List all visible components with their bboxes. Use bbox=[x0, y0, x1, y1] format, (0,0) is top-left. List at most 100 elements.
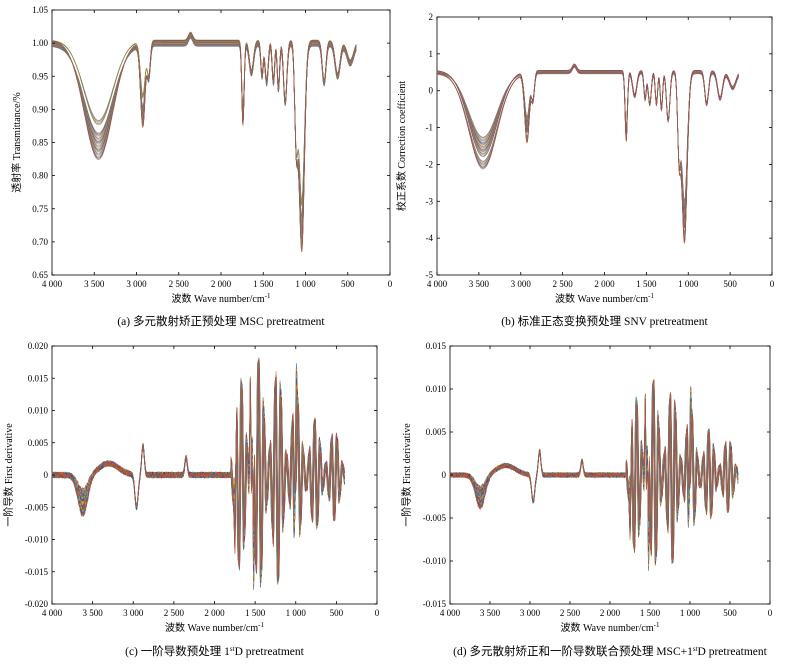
series-line-b-11 bbox=[436, 64, 739, 217]
x-tick-label-c-7: 500 bbox=[330, 608, 344, 618]
y-tick-label-b-5: 0 bbox=[429, 86, 434, 96]
x-axis-label-b: 波数 Wave number/cm-1 bbox=[555, 292, 654, 305]
series-line-b-13 bbox=[437, 64, 739, 219]
x-tick-label-c-2: 3 000 bbox=[123, 608, 144, 618]
series-line-a-10 bbox=[52, 36, 357, 223]
series-line-b-2 bbox=[436, 66, 739, 204]
series-line-d-29 bbox=[449, 379, 739, 561]
x-tick-label-a-6: 1 000 bbox=[295, 279, 316, 289]
x-tick-label-d-3: 2 500 bbox=[560, 608, 581, 618]
x-tick-label-d-0: 4 000 bbox=[440, 608, 461, 618]
x-tick-label-b-0: 4 000 bbox=[427, 279, 448, 289]
x-tick-label-b-8: 0 bbox=[770, 279, 775, 289]
y-tick-label-b-3: -2 bbox=[426, 159, 434, 169]
y-tick-label-c-2: -0.010 bbox=[25, 535, 49, 545]
x-axis-label-sup-b: -1 bbox=[648, 292, 654, 300]
x-tick-label-a-0: 4 000 bbox=[42, 279, 63, 289]
panel-a: 4 000 3 500 3 000 2 500 2 000 1 500 1 000 500 0 0… bbox=[10, 5, 393, 328]
series-line-a-3 bbox=[51, 31, 357, 205]
panel-caption-post-d: D pretreatment bbox=[698, 646, 768, 658]
x-axis-label-d: 波数 Wave number/cm-1 bbox=[561, 621, 660, 634]
panel-b: 4 000 3 500 3 000 2 500 2 000 1 500 1 000 500 0 -… bbox=[395, 12, 775, 328]
y-tick-label-c-0: -0.020 bbox=[25, 599, 49, 609]
x-tick-label-d-6: 1 000 bbox=[680, 608, 701, 618]
panel-caption-post-c: D pretreatment bbox=[235, 646, 305, 658]
x-tick-label-a-2: 3 000 bbox=[126, 279, 147, 289]
series-line-b-16 bbox=[437, 64, 739, 223]
y-tick-label-b-4: -1 bbox=[426, 123, 434, 133]
series-line-a-5 bbox=[52, 38, 357, 215]
y-tick-label-c-1: -0.015 bbox=[25, 567, 49, 577]
y-tick-label-a-8: 1.05 bbox=[32, 5, 48, 15]
y-tick-label-a-3: 0.80 bbox=[32, 171, 48, 181]
y-tick-label-a-2: 0.75 bbox=[32, 204, 48, 214]
y-tick-label-c-8: 0.020 bbox=[28, 341, 49, 351]
x-tick-label-d-4: 2 000 bbox=[600, 608, 621, 618]
x-tick-label-c-5: 1 500 bbox=[245, 608, 266, 618]
series-line-c-29 bbox=[51, 359, 345, 576]
y-tick-label-a-4: 0.85 bbox=[32, 138, 48, 148]
series-line-b-8 bbox=[436, 65, 739, 213]
y-axis-label-a: 透射率 Transmittance/% bbox=[10, 92, 23, 192]
panel-caption-sup-d: st bbox=[693, 645, 698, 653]
y-tick-label-b-1: -4 bbox=[426, 233, 434, 243]
x-tick-label-a-5: 1 500 bbox=[253, 279, 274, 289]
panel-caption-a: (a) 多元散射矫正预处理 MSC pretreatment bbox=[117, 314, 325, 328]
series-group-b bbox=[436, 63, 739, 244]
series-group-a bbox=[51, 31, 357, 253]
x-tick-label-d-7: 500 bbox=[723, 608, 737, 618]
y-tick-label-d-4: 0.005 bbox=[426, 427, 447, 437]
series-line-a-13 bbox=[52, 36, 357, 227]
y-tick-label-d-5: 0.010 bbox=[426, 384, 447, 394]
series-line-d-0 bbox=[449, 384, 739, 572]
y-tick-label-a-6: 0.95 bbox=[32, 71, 48, 81]
series-line-a-29 bbox=[51, 32, 357, 253]
x-tick-label-c-1: 3 500 bbox=[83, 608, 104, 618]
x-tick-label-a-4: 2 000 bbox=[211, 279, 232, 289]
series-line-a-6 bbox=[51, 37, 357, 216]
x-tick-label-b-7: 500 bbox=[723, 279, 737, 289]
x-axis-label-sup-d: -1 bbox=[654, 621, 660, 629]
y-tick-label-b-6: 1 bbox=[429, 49, 434, 59]
y-tick-label-d-6: 0.015 bbox=[426, 341, 447, 351]
x-tick-label-d-5: 1 500 bbox=[640, 608, 661, 618]
x-tick-label-b-3: 2 500 bbox=[553, 279, 574, 289]
x-axis-label-sup-c: -1 bbox=[258, 621, 264, 629]
y-tick-label-c-6: 0.010 bbox=[28, 406, 49, 416]
series-line-a-4 bbox=[51, 31, 357, 207]
x-tick-label-d-1: 3 500 bbox=[480, 608, 501, 618]
y-tick-label-a-5: 0.90 bbox=[32, 104, 48, 114]
y-tick-label-b-2: -3 bbox=[426, 196, 434, 206]
series-group-d bbox=[449, 379, 739, 572]
x-tick-label-b-1: 3 500 bbox=[469, 279, 490, 289]
series-line-a-12 bbox=[51, 36, 357, 226]
x-tick-label-c-6: 1 000 bbox=[286, 608, 307, 618]
x-tick-label-a-7: 500 bbox=[341, 279, 355, 289]
panel-c: 4 000 3 500 3 000 2 500 2 000 1 500 1 000 500 0 -… bbox=[2, 341, 380, 658]
x-tick-label-b-2: 3 000 bbox=[511, 279, 532, 289]
x-tick-label-c-8: 0 bbox=[375, 608, 380, 618]
series-line-a-24 bbox=[51, 33, 357, 245]
panel-caption-c: (c) 一阶导数预处理 1stD pretreatment bbox=[125, 644, 305, 658]
panel-d: 4 000 3 500 3 000 2 500 2 000 1 500 1 000 500 0 -… bbox=[400, 341, 773, 658]
series-line-a-0 bbox=[52, 32, 357, 200]
x-tick-label-d-2: 3 000 bbox=[520, 608, 541, 618]
y-axis-label-d: 一阶导数 First derivative bbox=[400, 423, 413, 527]
y-tick-label-c-7: 0.015 bbox=[28, 373, 49, 383]
series-line-a-2 bbox=[52, 32, 357, 203]
series-line-b-21 bbox=[436, 67, 739, 234]
series-line-b-0 bbox=[437, 66, 739, 202]
x-tick-label-c-3: 2 500 bbox=[164, 608, 185, 618]
x-tick-label-a-8: 0 bbox=[388, 279, 393, 289]
x-axis-label-sup-a: -1 bbox=[265, 292, 271, 300]
series-line-b-23 bbox=[436, 66, 739, 236]
x-tick-label-a-3: 2 500 bbox=[169, 279, 190, 289]
series-line-b-29 bbox=[436, 65, 739, 244]
panel-caption-b: (b) 标准正态变换预处理 SNV pretreatment bbox=[501, 314, 708, 328]
y-tick-label-a-0: 0.65 bbox=[32, 270, 48, 280]
y-tick-label-c-3: -0.005 bbox=[25, 502, 49, 512]
panel-caption-sup-c: st bbox=[230, 645, 235, 653]
x-axis-label-a: 波数 Wave number/cm-1 bbox=[172, 292, 271, 305]
y-tick-label-d-1: -0.010 bbox=[423, 556, 447, 566]
